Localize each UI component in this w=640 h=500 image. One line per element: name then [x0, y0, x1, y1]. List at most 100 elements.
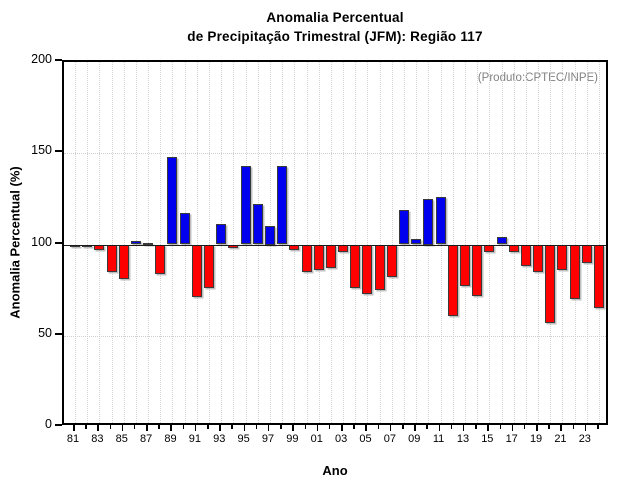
x-axis-tick [523, 425, 526, 429]
x-axis-label-17: 17 [505, 433, 518, 445]
bar-1993 [216, 224, 227, 245]
x-axis-tick [109, 425, 112, 429]
x-axis-tick [280, 425, 282, 429]
x-axis-tick [207, 425, 209, 429]
x-axis-tick [511, 425, 514, 431]
x-axis-label-19: 19 [529, 433, 543, 445]
x-axis-label-21: 21 [554, 433, 567, 445]
vertical-gridline [574, 62, 576, 423]
bar-2023 [581, 244, 592, 263]
horizontal-gridline [64, 335, 606, 337]
x-axis-label-11: 11 [432, 433, 445, 445]
vertical-gridline [87, 62, 89, 423]
x-axis-tick [438, 425, 441, 431]
bar-1992 [204, 244, 215, 289]
x-axis-tick [560, 425, 562, 431]
bar-2022 [569, 244, 580, 300]
x-axis-tick [389, 425, 392, 431]
source-note: (Produto:CPTEC/INPE) [477, 72, 598, 84]
bar-2001 [313, 244, 324, 271]
vertical-gridline [233, 62, 235, 423]
bar-1988 [155, 244, 166, 274]
vertical-gridline [318, 62, 320, 423]
x-axis-label-95: 95 [237, 433, 250, 445]
bar-1986 [130, 240, 141, 245]
bar-1998 [277, 166, 288, 245]
x-axis-label-97: 97 [261, 433, 275, 445]
bar-2019 [533, 244, 544, 272]
x-axis-tick [462, 425, 465, 431]
chart-title-line1: Anomalia Percentual [266, 10, 404, 25]
x-axis-tick [572, 425, 575, 429]
x-axis-tick [292, 425, 294, 431]
vertical-gridline [123, 62, 125, 423]
y-axis-tick [55, 59, 62, 61]
x-axis-tick [499, 425, 501, 429]
bar-2000 [301, 244, 312, 272]
vertical-gridline [586, 62, 588, 423]
bar-2013 [459, 244, 470, 287]
bar-1990 [179, 213, 190, 245]
x-axis-tick [584, 425, 587, 431]
bar-2014 [472, 244, 483, 296]
vertical-gridline [550, 62, 552, 423]
vertical-gridline [306, 62, 308, 423]
x-axis-label-07: 07 [383, 433, 396, 445]
x-axis-tick [402, 425, 404, 429]
vertical-gridline [513, 62, 515, 423]
x-axis-tick [97, 425, 99, 431]
vertical-gridline [330, 62, 332, 423]
bar-2017 [508, 244, 519, 252]
y-axis-tick [55, 424, 62, 426]
x-axis-tick [353, 425, 355, 429]
vertical-gridline [209, 62, 211, 423]
bar-2004 [350, 244, 361, 289]
vertical-gridline [538, 62, 540, 423]
vertical-gridline [562, 62, 564, 423]
x-axis-label-87: 87 [139, 433, 153, 445]
x-axis-label-99: 99 [286, 433, 299, 445]
bar-1989 [167, 156, 178, 245]
x-axis-tick [536, 425, 538, 431]
bar-1985 [118, 244, 129, 280]
y-axis-tick [55, 241, 62, 244]
x-axis-tick [194, 425, 197, 431]
vertical-gridline [355, 62, 357, 423]
vertical-gridline [294, 62, 296, 423]
x-axis-label-91: 91 [188, 433, 201, 445]
x-axis-tick [414, 425, 416, 431]
x-axis-tick [85, 425, 87, 429]
bar-2015 [484, 244, 495, 252]
x-axis-tick [170, 425, 172, 431]
bar-2012 [447, 244, 458, 316]
x-axis-label-93: 93 [213, 433, 226, 445]
bar-1996 [252, 204, 263, 245]
x-axis-tick [133, 425, 136, 429]
x-axis-tick [487, 425, 489, 431]
bar-1991 [191, 244, 202, 298]
x-axis-tick [328, 425, 331, 429]
x-axis-tick [341, 425, 343, 431]
x-axis-label-09: 09 [408, 433, 421, 445]
horizontal-gridline [64, 153, 606, 155]
vertical-gridline [477, 62, 479, 423]
bar-1987 [143, 242, 154, 245]
vertical-gridline [196, 62, 198, 423]
bar-2016 [496, 237, 507, 245]
vertical-gridline [111, 62, 113, 423]
bar-2008 [399, 209, 410, 245]
vertical-gridline [379, 62, 381, 423]
vertical-gridline [525, 62, 527, 423]
x-axis-title: Ano [322, 463, 348, 478]
x-axis-label-83: 83 [91, 433, 104, 445]
baseline-100 [64, 244, 606, 246]
bar-2005 [362, 244, 373, 294]
bar-2024 [594, 244, 604, 309]
y-axis-tick [55, 332, 62, 335]
bar-2003 [338, 244, 349, 252]
bar-2006 [374, 244, 385, 291]
x-axis-tick [255, 425, 258, 429]
bar-2002 [325, 244, 336, 269]
y-axis-label-150: 150 [31, 143, 52, 158]
